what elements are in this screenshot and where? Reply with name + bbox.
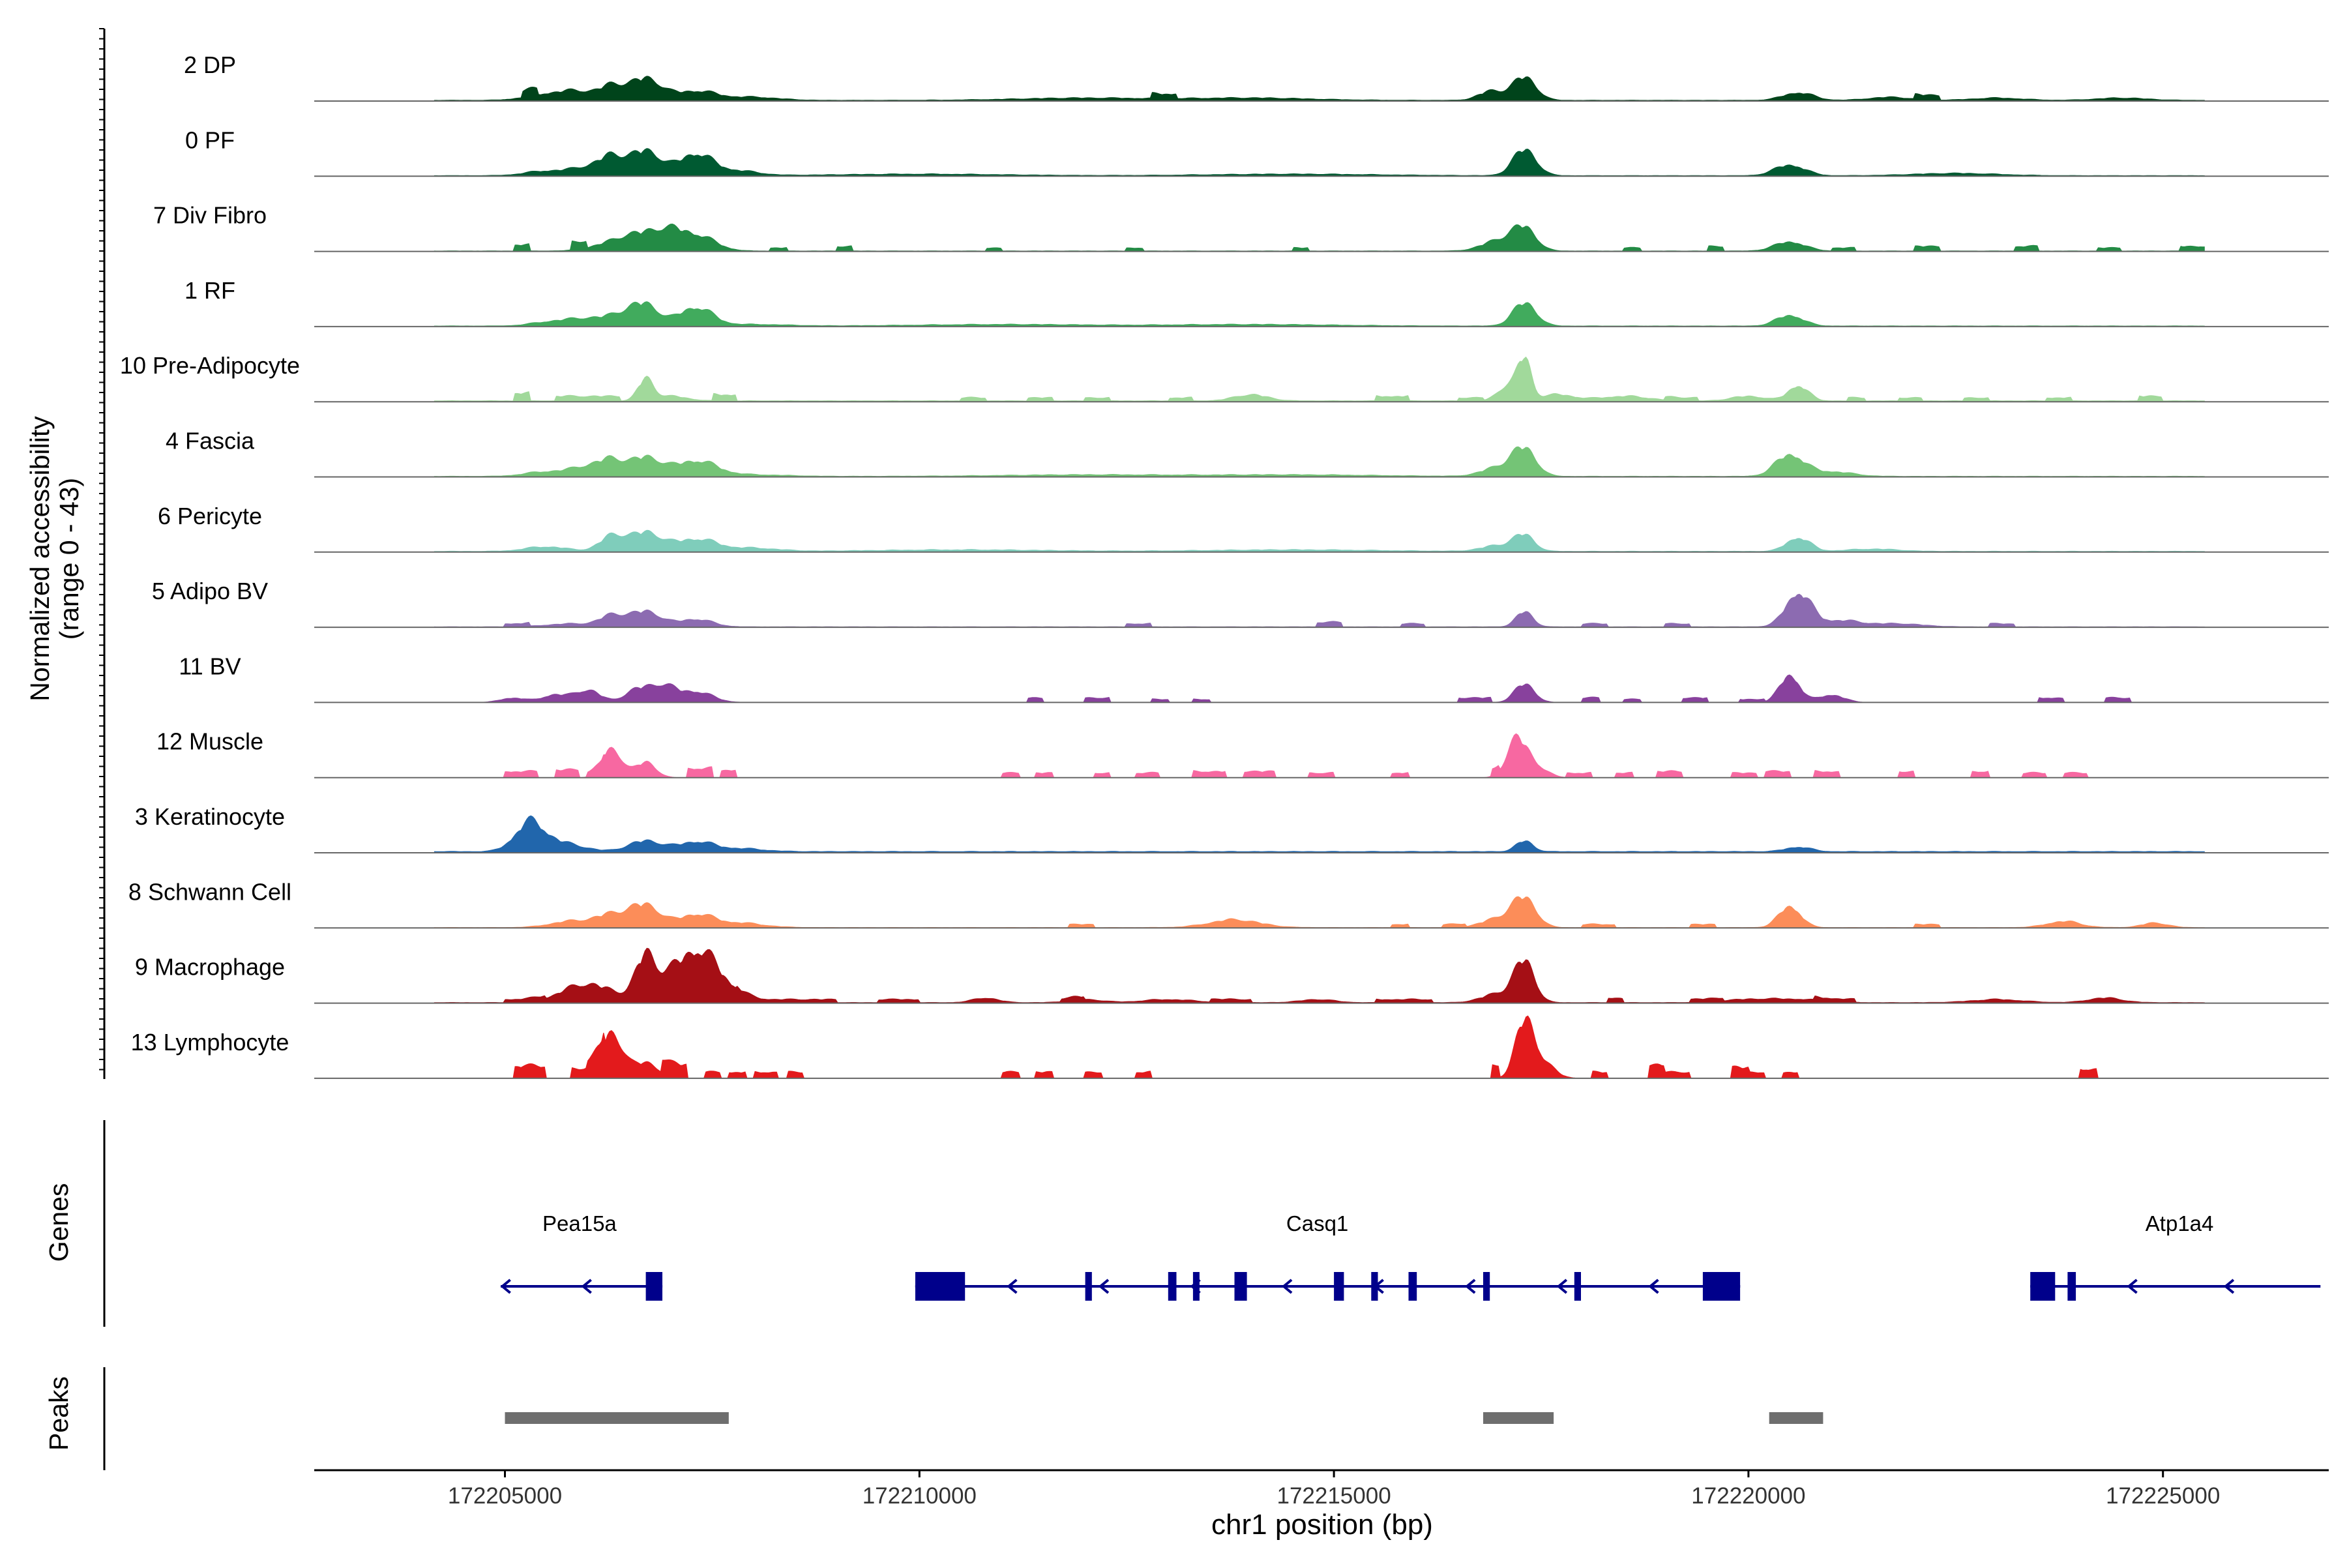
peak-bar xyxy=(1769,1412,1823,1424)
genes-axis-label: Genes xyxy=(44,1183,74,1262)
track: 0 PF xyxy=(185,126,2329,177)
strand-arrow xyxy=(1556,1279,1568,1294)
track-coverage xyxy=(434,301,2205,327)
peak-bar xyxy=(505,1412,729,1424)
gene: Atp1a4 xyxy=(2030,1211,2321,1301)
track: 10 Pre-Adipocyte xyxy=(120,352,2329,403)
track-coverage xyxy=(434,76,2205,102)
exon xyxy=(1334,1272,1344,1301)
track: 8 Schwann Cell xyxy=(128,878,2329,929)
track-coverage xyxy=(434,148,2205,177)
exon xyxy=(1168,1272,1177,1301)
strand-arrow xyxy=(1465,1279,1476,1294)
exon xyxy=(1192,1272,1200,1301)
track-label: 7 Div Fibro xyxy=(153,202,267,229)
x-tick-label: 172225000 xyxy=(2106,1483,2220,1509)
peak-bar xyxy=(1483,1412,1554,1424)
track: 13 Lymphocyte xyxy=(131,1015,2329,1079)
track-label: 13 Lymphocyte xyxy=(131,1029,289,1056)
tracks-layer: 2 DP 0 PF 7 Div Fibro 1 RF 10 Pre-Adipocyte 4… xyxy=(99,28,2329,1509)
track-label: 9 Macrophage xyxy=(135,954,285,981)
track-label: 3 Keratinocyte xyxy=(135,803,285,830)
gene: Pea15a xyxy=(500,1211,663,1301)
gene: Casq1 xyxy=(915,1211,1741,1301)
strand-arrow xyxy=(581,1279,592,1294)
y-axis-label-line2: (range 0 - 43) xyxy=(54,478,84,640)
gene-label: Casq1 xyxy=(1286,1211,1348,1235)
exon xyxy=(645,1272,662,1301)
track-coverage xyxy=(434,815,2205,853)
x-axis-label: chr1 position (bp) xyxy=(1211,1509,1433,1541)
strand-arrow xyxy=(1281,1279,1293,1294)
track-coverage xyxy=(434,896,2205,928)
x-tick-label: 172210000 xyxy=(863,1483,977,1509)
exon xyxy=(2067,1272,2076,1301)
track: 2 DP xyxy=(184,52,2329,102)
strand-arrow xyxy=(1648,1279,1659,1294)
track-label: 10 Pre-Adipocyte xyxy=(120,352,300,379)
gene-label: Atp1a4 xyxy=(2146,1211,2214,1235)
track: 5 Adipo BV xyxy=(152,578,2329,629)
track-coverage xyxy=(434,674,2205,703)
exon xyxy=(1408,1272,1417,1301)
track: 1 RF xyxy=(185,277,2329,327)
gene-label: Pea15a xyxy=(542,1211,617,1235)
exon xyxy=(1702,1272,1741,1301)
strand-arrow xyxy=(500,1279,511,1294)
track: 6 Pericyte xyxy=(158,503,2329,553)
track-label: 5 Adipo BV xyxy=(152,578,268,604)
exon xyxy=(915,1272,966,1301)
exon xyxy=(2030,1272,2056,1301)
track-coverage xyxy=(434,947,2205,1004)
track: 9 Macrophage xyxy=(135,947,2329,1004)
track-label: 0 PF xyxy=(185,126,235,153)
strand-arrow xyxy=(2223,1279,2235,1294)
track-label: 8 Schwann Cell xyxy=(128,878,291,905)
x-tick-label: 172220000 xyxy=(1691,1483,1805,1509)
strand-arrow xyxy=(2127,1279,2138,1294)
track: 7 Div Fibro xyxy=(153,202,2329,252)
axis-layer: Normalized accessibility (range 0 - 43) … xyxy=(25,416,1433,1541)
exon xyxy=(1234,1272,1247,1301)
track-label: 4 Fascia xyxy=(166,428,255,454)
track-coverage xyxy=(434,733,2205,778)
track-label: 6 Pericyte xyxy=(158,503,262,529)
exon xyxy=(1371,1272,1378,1301)
track: 11 BV xyxy=(179,653,2329,703)
track-coverage xyxy=(434,223,2205,252)
track: 4 Fascia xyxy=(166,428,2329,478)
track-coverage xyxy=(434,1015,2205,1079)
exon xyxy=(1483,1272,1490,1301)
track-label: 11 BV xyxy=(179,653,241,679)
track-label: 12 Muscle xyxy=(156,728,263,755)
x-tick-label: 172205000 xyxy=(448,1483,562,1509)
peaks-axis-label: Peaks xyxy=(44,1376,74,1451)
strand-arrow xyxy=(1007,1279,1018,1294)
track: 12 Muscle xyxy=(156,728,2329,778)
track-label: 2 DP xyxy=(184,52,236,78)
strand-arrow xyxy=(1098,1279,1110,1294)
track: 3 Keratinocyte xyxy=(135,803,2329,853)
exon xyxy=(1574,1272,1581,1301)
track-coverage xyxy=(434,593,2205,628)
y-axis-label-line1: Normalized accessibility xyxy=(25,416,55,702)
exon xyxy=(1085,1272,1092,1301)
track-coverage xyxy=(434,446,2205,477)
track-coverage xyxy=(434,356,2205,402)
track-coverage xyxy=(434,529,2205,553)
x-tick-label: 172215000 xyxy=(1277,1483,1391,1509)
track-label: 1 RF xyxy=(185,277,235,304)
